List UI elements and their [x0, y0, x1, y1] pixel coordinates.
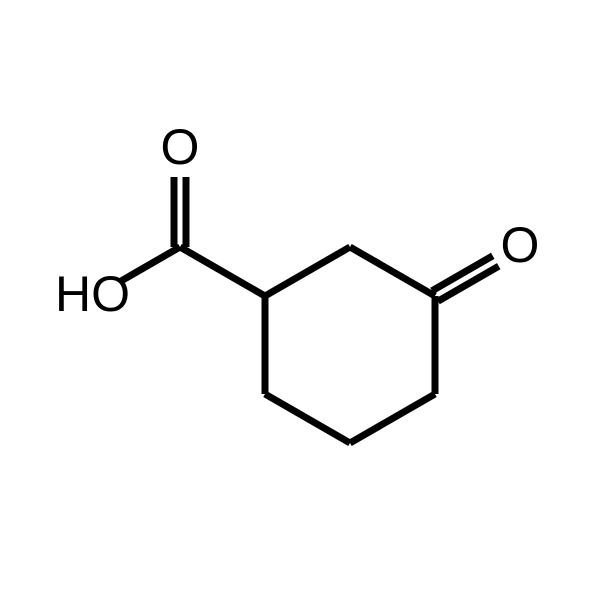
- atom-label-O8: O: [161, 119, 200, 175]
- bond-line: [350, 394, 435, 443]
- bond-line: [265, 394, 350, 443]
- molecule-diagram: O HO O: [0, 0, 600, 600]
- atom-label-O10: O: [501, 217, 540, 273]
- bond-lines: [119, 177, 498, 443]
- bond-line: [265, 247, 350, 296]
- atom-label-O9: HO: [55, 266, 130, 322]
- bond-line: [350, 247, 435, 296]
- atom-labels: O HO O: [55, 119, 539, 322]
- bond-line: [180, 247, 265, 296]
